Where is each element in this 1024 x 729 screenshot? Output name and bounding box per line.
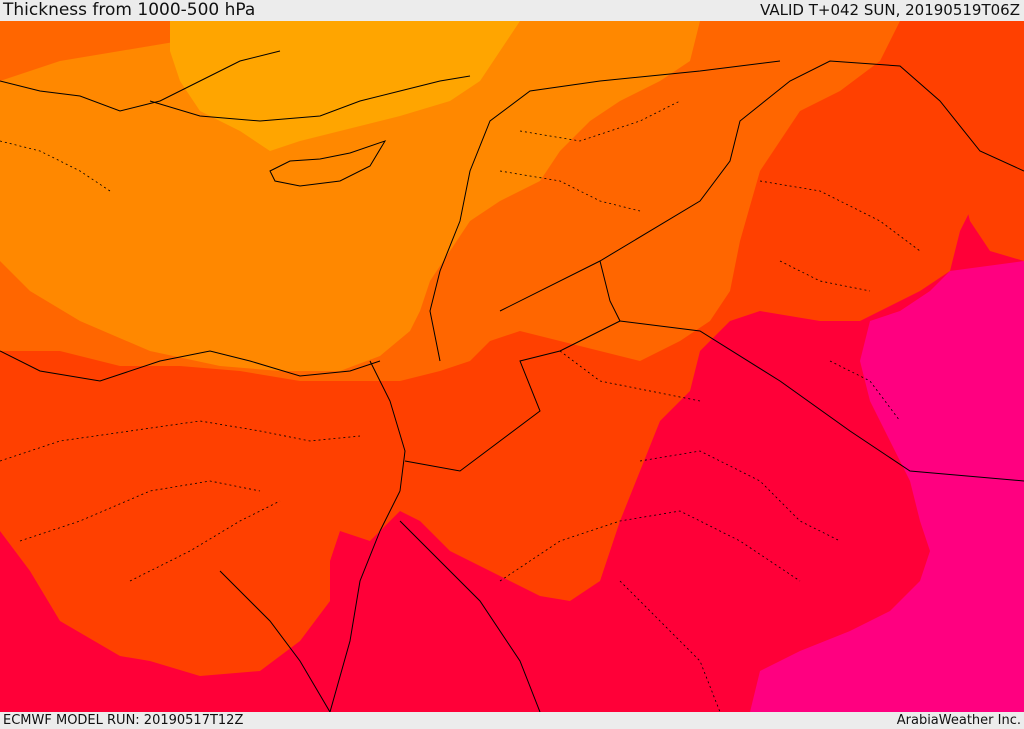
credit-label: ArabiaWeather Inc.: [896, 713, 1021, 728]
map-title: Thickness from 1000-500 hPa: [3, 0, 256, 20]
red-orange-patch-ne: [900, 21, 1024, 261]
light-orange-bulb: [0, 131, 440, 366]
province-borders: [0, 100, 921, 712]
magenta-region: [750, 261, 1024, 712]
thickness-map[interactable]: [0, 21, 1024, 712]
footer-bar: ECMWF MODEL RUN: 20190517T12Z ArabiaWeat…: [0, 712, 1024, 729]
map-canvas: [0, 21, 1024, 712]
country-borders: [0, 50, 1024, 712]
model-run-label: ECMWF MODEL RUN: 20190517T12Z: [3, 713, 244, 728]
valid-time: VALID T+042 SUN, 20190519T06Z: [760, 1, 1020, 19]
yellow-orange-region: [170, 21, 520, 151]
header-bar: Thickness from 1000-500 hPa VALID T+042 …: [0, 0, 1024, 21]
